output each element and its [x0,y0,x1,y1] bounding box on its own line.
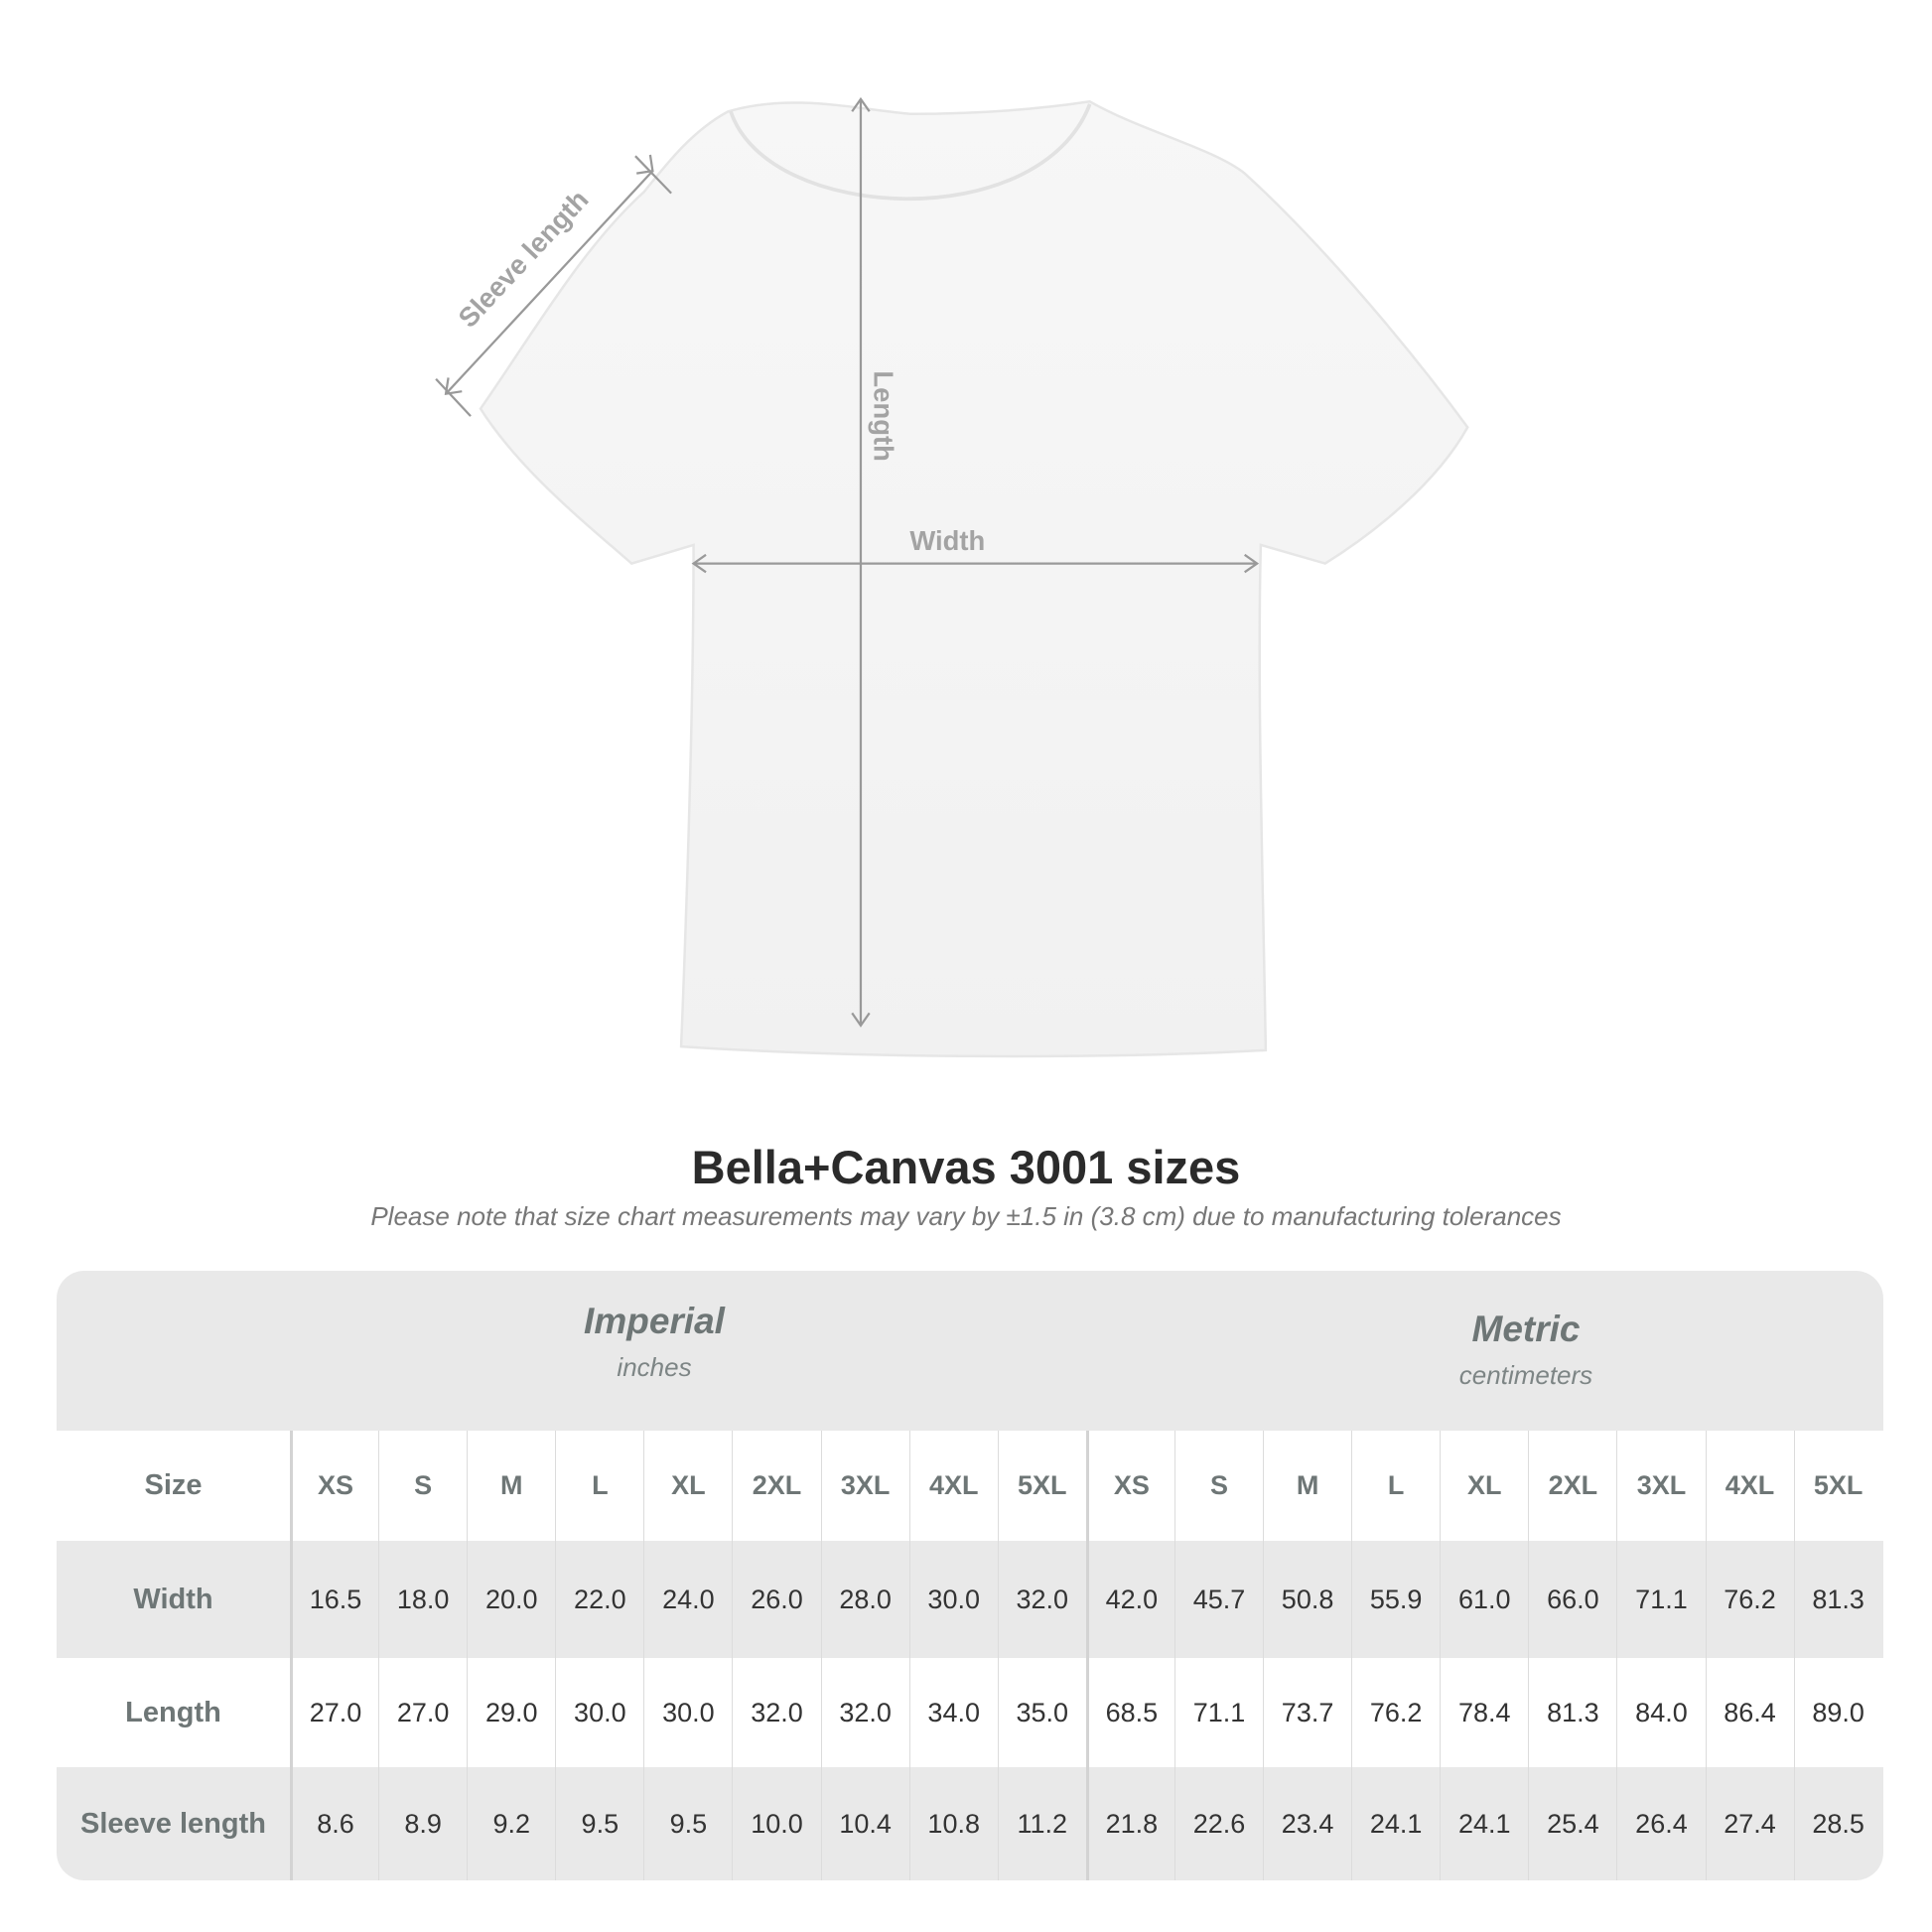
metric-value-cell: 23.4 [1263,1767,1351,1880]
imperial-value-cell: 28.0 [820,1541,909,1658]
length-arrow [851,96,871,1028]
metric-value-cell: 55.9 [1351,1541,1440,1658]
imperial-size-header: 3XL [820,1431,909,1541]
row-label: Width [133,1583,213,1615]
metric-value-cell: 45.7 [1173,1541,1263,1658]
table-row: Sleeve length 8.6 8.9 9.2 9.5 9.5 10.0 10.4 10.8… [57,1767,1883,1880]
imperial-value-cell: 27.0 [290,1658,378,1767]
tshirt-image [479,99,1469,1058]
imperial-value-cell: 32.0 [820,1658,909,1767]
metric-value-cell: 68.5 [1085,1658,1174,1767]
metric-value-cell: 73.7 [1263,1658,1351,1767]
imperial-value-cell: 29.0 [467,1658,555,1767]
imperial-value-cell: 20.0 [467,1541,555,1658]
width-arrow [691,553,1260,574]
imperial-size-header: 5XL [997,1431,1086,1541]
metric-value-cell: 84.0 [1616,1658,1705,1767]
imperial-header: Imperial inches [356,1301,952,1383]
imperial-value-cell: 10.4 [820,1767,909,1880]
size-table: Imperial inches Metric centimeters Size X… [57,1271,1883,1880]
imperial-size-header: XS [290,1431,378,1541]
metric-value-cell: 50.8 [1263,1541,1351,1658]
metric-header: Metric centimeters [1228,1309,1824,1391]
unit-header: Imperial inches Metric centimeters [57,1271,1883,1431]
metric-value-cell: 42.0 [1085,1541,1174,1658]
metric-size-header: S [1173,1431,1263,1541]
table-row: Width 16.5 18.0 20.0 22.0 24.0 26.0 28.0 30.0 32.… [57,1541,1883,1658]
metric-size-header: 3XL [1616,1431,1705,1541]
metric-value-cell: 76.2 [1351,1658,1440,1767]
imperial-value-cell: 9.5 [643,1767,732,1880]
imperial-value-cell: 24.0 [643,1541,732,1658]
tolerance-note: Please note that size chart measurements… [370,1201,1562,1231]
imperial-title: Imperial [584,1301,725,1341]
metric-size-header: 5XL [1793,1431,1882,1541]
sleeve-arrow [435,154,672,417]
metric-size-header: XS [1085,1431,1174,1541]
metric-value-cell: 22.6 [1173,1767,1263,1880]
metric-value-cell: 24.1 [1440,1767,1528,1880]
imperial-value-cell: 16.5 [290,1541,378,1658]
imperial-size-header: M [467,1431,555,1541]
metric-value-cell: 71.1 [1616,1541,1705,1658]
metric-size-header: L [1351,1431,1440,1541]
imperial-value-cell: 32.0 [732,1658,820,1767]
metric-size-header: 2XL [1528,1431,1616,1541]
width-label: Width [909,525,985,556]
row-label: Length [125,1696,221,1728]
size-header-row: Size XS S M L XL 2XL 3XL 4XL 5XL XS S M L XL 2XL 3XL 4XL 5… [57,1431,1883,1541]
imperial-value-cell: 9.5 [555,1767,643,1880]
metric-value-cell: 86.4 [1705,1658,1794,1767]
imperial-size-header: 2XL [732,1431,820,1541]
imperial-value-cell: 9.2 [467,1767,555,1880]
metric-value-cell: 25.4 [1528,1767,1616,1880]
imperial-unit: inches [617,1352,692,1382]
metric-size-header: M [1263,1431,1351,1541]
table-row: Length 27.0 27.0 29.0 30.0 30.0 32.0 32.0 34.0 35… [57,1658,1883,1767]
metric-value-cell: 66.0 [1528,1541,1616,1658]
imperial-value-cell: 8.6 [290,1767,378,1880]
metric-unit: centimeters [1458,1360,1593,1390]
metric-value-cell: 21.8 [1085,1767,1174,1880]
imperial-value-cell: 22.0 [555,1541,643,1658]
metric-value-cell: 26.4 [1616,1767,1705,1880]
metric-value-cell: 81.3 [1793,1541,1882,1658]
page-title: Bella+Canvas 3001 sizes [691,1141,1241,1193]
metric-size-header: 4XL [1705,1431,1794,1541]
imperial-size-header: XL [643,1431,732,1541]
metric-value-cell: 61.0 [1440,1541,1528,1658]
metric-value-cell: 76.2 [1705,1541,1794,1658]
imperial-value-cell: 34.0 [908,1658,998,1767]
imperial-value-cell: 26.0 [732,1541,820,1658]
metric-value-cell: 78.4 [1440,1658,1528,1767]
imperial-value-cell: 10.8 [908,1767,998,1880]
metric-value-cell: 71.1 [1173,1658,1263,1767]
imperial-value-cell: 30.0 [908,1541,998,1658]
length-label: Length [869,370,899,461]
metric-value-cell: 27.4 [1705,1767,1794,1880]
collar [729,103,1092,202]
imperial-value-cell: 10.0 [732,1767,820,1880]
metric-value-cell: 81.3 [1528,1658,1616,1767]
row-label: Sleeve length [80,1807,266,1840]
imperial-value-cell: 8.9 [378,1767,467,1880]
imperial-value-cell: 11.2 [997,1767,1086,1880]
imperial-size-header: S [378,1431,467,1541]
imperial-value-cell: 18.0 [378,1541,467,1658]
metric-size-header: XL [1440,1431,1528,1541]
imperial-value-cell: 32.0 [997,1541,1086,1658]
imperial-size-header: 4XL [908,1431,998,1541]
imperial-value-cell: 35.0 [997,1658,1086,1767]
imperial-value-cell: 30.0 [643,1658,732,1767]
metric-value-cell: 24.1 [1351,1767,1440,1880]
metric-value-cell: 89.0 [1793,1658,1882,1767]
imperial-size-header: L [555,1431,643,1541]
row-label: Size [144,1469,203,1501]
imperial-value-cell: 27.0 [378,1658,467,1767]
metric-title: Metric [1471,1309,1581,1349]
metric-value-cell: 28.5 [1793,1767,1882,1880]
imperial-value-cell: 30.0 [555,1658,643,1767]
